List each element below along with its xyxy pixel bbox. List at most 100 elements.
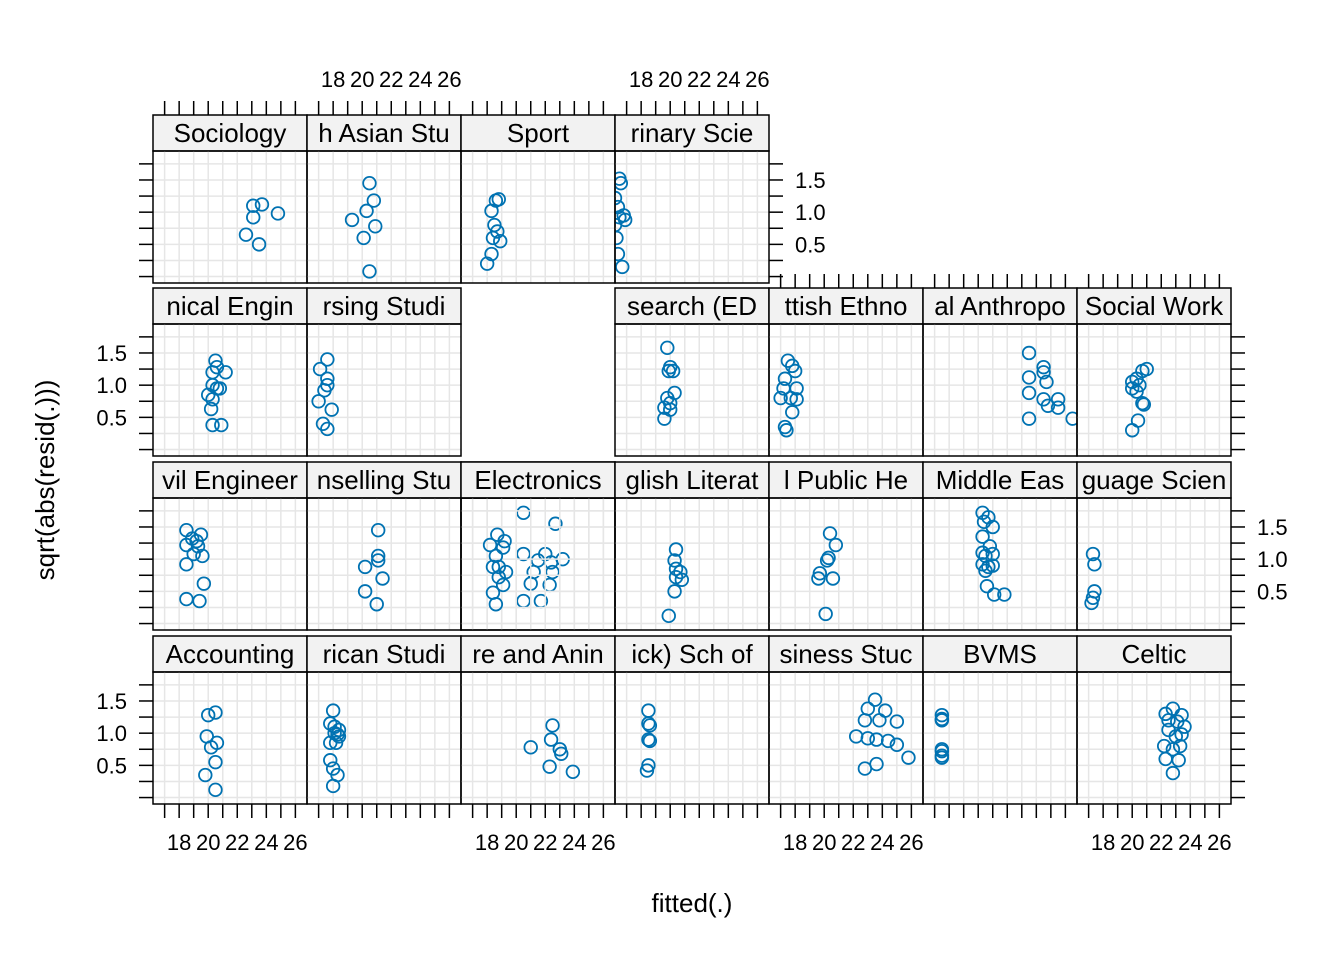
x-tick-label: 22: [533, 830, 557, 855]
panel-points: [179, 522, 212, 609]
data-point: [212, 381, 228, 396]
data-point: [615, 259, 630, 275]
x-tick-label: 22: [225, 830, 249, 855]
panel: h Asian Stu: [306, 114, 462, 284]
panel-border: [1076, 671, 1232, 805]
panel-strip: [614, 461, 770, 499]
y-tick-label: 1.0: [96, 373, 127, 398]
data-point: [1039, 374, 1054, 390]
data-point: [641, 703, 656, 718]
panel-strip-label: guage Scien: [1082, 465, 1227, 495]
panel-border: [1076, 497, 1232, 631]
panel-strip-label: rinary Scie: [631, 118, 754, 148]
panel-points: [201, 353, 233, 433]
data-point: [1085, 546, 1101, 562]
data-point: [246, 210, 261, 225]
data-point: [901, 750, 916, 765]
x-tick-label: 26: [745, 67, 769, 92]
panel-grid: [461, 151, 615, 283]
data-point: [975, 545, 990, 560]
panel-points: [1021, 345, 1077, 426]
data-point: [997, 587, 1012, 602]
data-point: [880, 733, 896, 749]
x-tick-label: 24: [1178, 830, 1202, 855]
panel-strip-label: Middle Eas: [936, 465, 1065, 495]
axis-labels-layer: 18 20 22 24 26 18 20 22 24 26 18 20 22 24 26 18 20 22 24 26…: [96, 67, 1287, 855]
data-point: [615, 175, 629, 191]
panel: Middle Eas: [922, 461, 1078, 631]
data-point: [1050, 400, 1066, 415]
data-point: [179, 557, 194, 572]
data-point: [1036, 359, 1051, 375]
data-point: [356, 230, 371, 246]
data-point: [978, 563, 993, 578]
data-point: [657, 411, 672, 426]
panel-strip-label: nselling Stu: [317, 465, 451, 495]
data-point: [208, 782, 223, 798]
x-tick-label: 26: [899, 830, 923, 855]
data-point: [934, 750, 950, 765]
data-point: [869, 756, 884, 772]
panel-border: [614, 150, 770, 284]
axes-layer: [139, 101, 1245, 818]
data-point: [642, 718, 658, 733]
data-point: [370, 522, 386, 538]
x-tick-label: 24: [870, 830, 894, 855]
data-point: [872, 713, 887, 728]
data-point: [542, 759, 557, 774]
data-point: [495, 577, 511, 593]
panel-strip-label: Sociology: [174, 118, 287, 148]
data-point: [516, 546, 531, 562]
data-point: [209, 359, 225, 375]
panel-strip: [460, 635, 616, 673]
data-point: [565, 764, 581, 780]
data-point: [270, 206, 286, 221]
data-point: [777, 371, 793, 386]
x-tick-label: 26: [437, 67, 461, 92]
panel: ick) Sch of: [614, 635, 770, 805]
panel-points: [975, 505, 1012, 602]
panel-strip-label: Accounting: [166, 639, 295, 669]
panel-points: [657, 340, 682, 426]
data-point: [934, 713, 950, 728]
panel-border: [460, 671, 616, 805]
y-tick-label: 1.5: [1257, 515, 1288, 540]
panel: Social Work: [1076, 287, 1232, 457]
panel-points: [934, 707, 950, 765]
x-tick-label: 20: [812, 830, 836, 855]
y-tick-label: 0.5: [96, 405, 127, 430]
data-point: [491, 559, 506, 575]
data-point: [548, 516, 563, 531]
panel-border: [460, 150, 616, 284]
panel-strip-label: al Anthropo: [934, 291, 1066, 321]
panel-points: [238, 197, 286, 252]
data-point: [325, 778, 341, 794]
panel-points: [615, 171, 633, 275]
data-point: [1165, 742, 1181, 757]
data-point: [214, 417, 229, 433]
data-point: [811, 571, 826, 586]
data-point: [1125, 381, 1140, 396]
panel-points: [811, 526, 844, 622]
data-point: [186, 546, 201, 562]
panel-grid: [923, 324, 1077, 456]
panel-border: [614, 497, 770, 631]
data-point: [1156, 738, 1172, 754]
panel: al Anthropo: [922, 287, 1078, 457]
x-tick-label: 22: [1149, 830, 1173, 855]
panel-strip: [306, 635, 462, 673]
data-point: [660, 340, 675, 356]
x-tick-label: 20: [504, 830, 528, 855]
panel-points: [479, 192, 508, 271]
panel-grid: [1077, 672, 1231, 804]
data-point: [783, 390, 798, 406]
panel-points: [516, 505, 570, 609]
data-point: [493, 233, 508, 249]
data-point: [1135, 396, 1150, 411]
data-point: [615, 171, 627, 186]
data-point: [1087, 557, 1102, 572]
panel-points: [661, 542, 690, 624]
panel-grid: [769, 498, 923, 630]
data-point: [667, 584, 682, 599]
data-point: [1065, 411, 1077, 426]
